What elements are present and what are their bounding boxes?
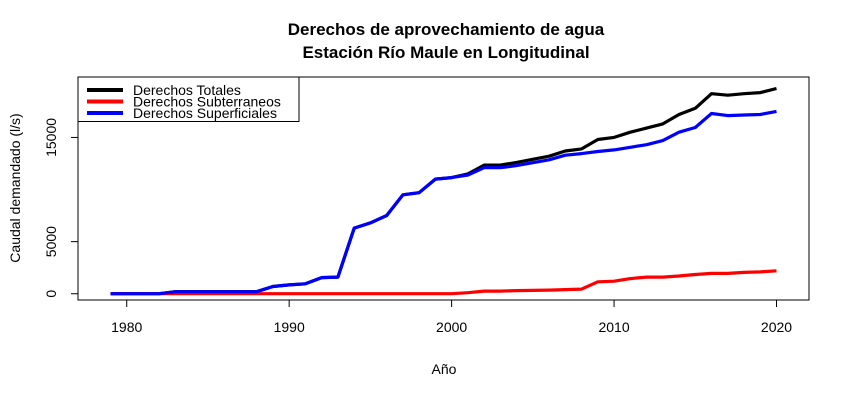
series-line-derechos-superficiales [110, 109, 777, 296]
y-axis-label: Caudal demandado (l/s) [7, 113, 23, 262]
legend-label: Derechos Subterraneos [133, 94, 281, 110]
y-axis: 0 5000 15000 [43, 118, 79, 298]
x-tick-label: 1980 [111, 319, 142, 335]
y-tick-label: 15000 [43, 118, 59, 157]
y-tick-label: 0 [43, 290, 59, 298]
chart-title: Derechos de aprovechamiento de agua [288, 20, 605, 39]
legend-label: Derechos Totales [133, 82, 241, 98]
x-tick-label: 2000 [436, 319, 467, 335]
x-axis: 1980 1990 2000 2010 2020 [111, 299, 792, 335]
x-axis-label: Año [432, 361, 457, 377]
series-line-derechos-subterraneos [110, 269, 777, 296]
x-tick-label: 2010 [598, 319, 629, 335]
legend-label: Derechos Superficiales [133, 105, 277, 121]
chart-subtitle: Estación Río Maule en Longitudinal [302, 43, 589, 62]
x-tick-label: 2020 [761, 319, 792, 335]
y-tick-label: 5000 [43, 226, 59, 257]
series-layer [110, 86, 777, 296]
x-tick-label: 1990 [274, 319, 305, 335]
